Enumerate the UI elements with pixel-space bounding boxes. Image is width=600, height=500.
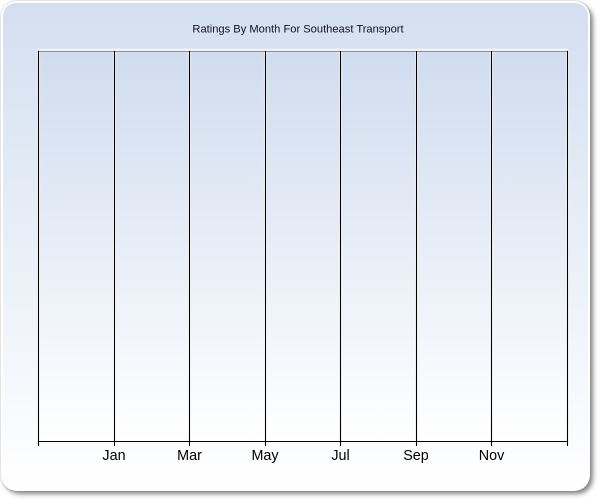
- svg-text:Jul: Jul: [331, 448, 349, 464]
- svg-text:Mar: Mar: [177, 448, 202, 464]
- svg-text:Jan: Jan: [102, 448, 125, 464]
- svg-text:Ratings By Month For Southeast: Ratings By Month For Southeast Transport: [192, 23, 404, 35]
- svg-text:Nov: Nov: [479, 448, 505, 464]
- svg-text:Sep: Sep: [403, 448, 429, 464]
- svg-text:May: May: [251, 448, 279, 464]
